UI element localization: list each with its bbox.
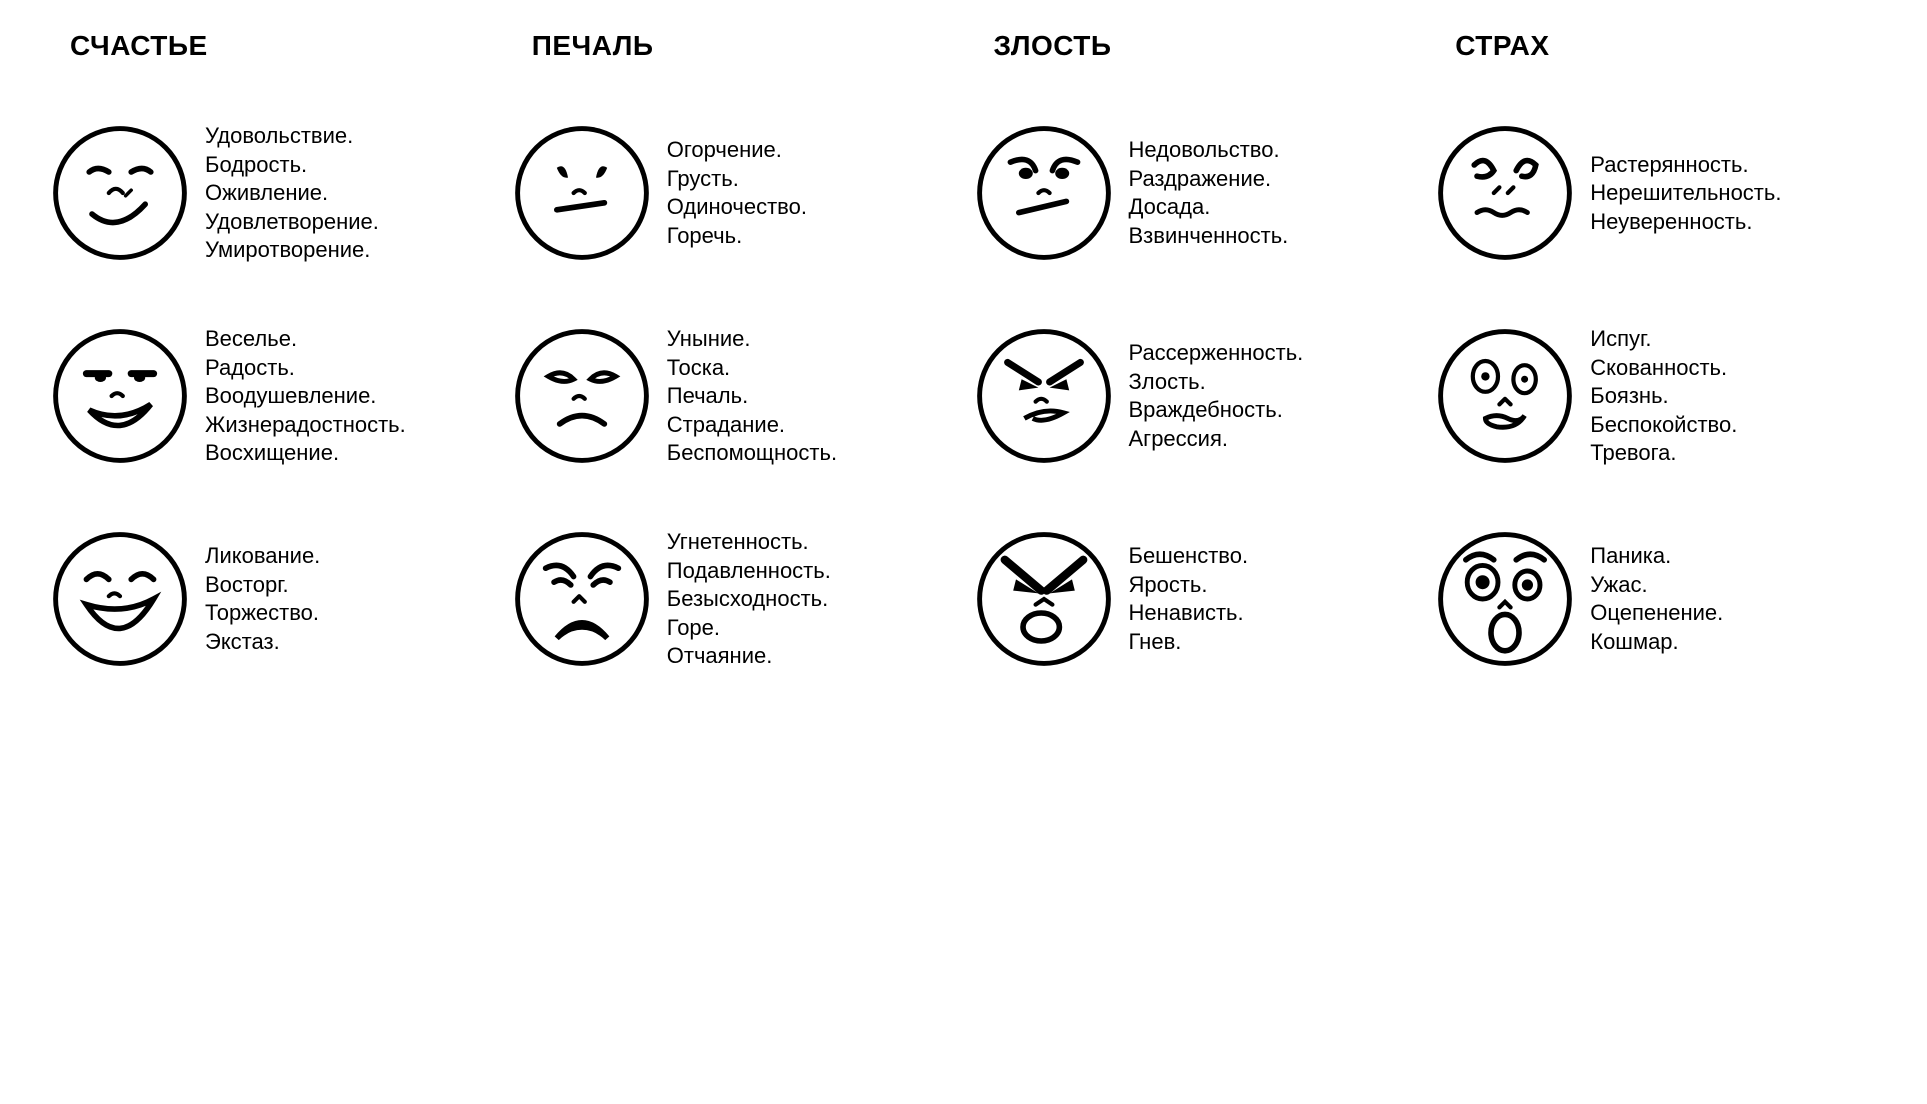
- cell-fear-1: Растерянность. Нерешительность. Неуверен…: [1435, 122, 1877, 265]
- words-happy-2: Веселье. Радость. Воодушевление. Жизнера…: [205, 325, 406, 468]
- header-happiness: СЧАСТЬЕ: [50, 30, 492, 62]
- face-fear-2-icon: [1435, 326, 1575, 466]
- words-fear-3: Паника. Ужас. Оцепенение. Кошмар.: [1590, 542, 1723, 656]
- face-fear-1-icon: [1435, 123, 1575, 263]
- emotion-grid: СЧАСТЬЕ ПЕЧАЛЬ ЗЛОСТЬ СТРАХ Удовольствие…: [50, 30, 1877, 671]
- words-angry-2: Рассерженность. Злость. Враждебность. Аг…: [1129, 339, 1304, 453]
- words-sad-3: Угнетенность. Подавленность. Безысходнос…: [667, 528, 831, 671]
- cell-angry-3: Бешенство. Ярость. Ненависть. Гнев.: [974, 528, 1416, 671]
- words-fear-1: Растерянность. Нерешительность. Неуверен…: [1590, 151, 1781, 237]
- face-happy-3-icon: [50, 529, 190, 669]
- face-sad-1-icon: [512, 123, 652, 263]
- cell-angry-1: Недовольство. Раздражение. Досада. Взвин…: [974, 122, 1416, 265]
- cell-angry-2: Рассерженность. Злость. Враждебность. Аг…: [974, 325, 1416, 468]
- cell-happy-2: Веселье. Радость. Воодушевление. Жизнера…: [50, 325, 492, 468]
- cell-fear-3: Паника. Ужас. Оцепенение. Кошмар.: [1435, 528, 1877, 671]
- cell-fear-2: Испуг. Скованность. Боязнь. Беспокойство…: [1435, 325, 1877, 468]
- words-happy-3: Ликование. Восторг. Торжество. Экстаз.: [205, 542, 320, 656]
- header-fear: СТРАХ: [1435, 30, 1877, 62]
- words-sad-1: Огорчение. Грусть. Одиночество. Горечь.: [667, 136, 807, 250]
- cell-sad-2: Уныние. Тоска. Печаль. Страдание. Беспом…: [512, 325, 954, 468]
- words-happy-1: Удовольствие. Бодрость. Оживление. Удовл…: [205, 122, 379, 265]
- face-happy-1-icon: [50, 123, 190, 263]
- cell-sad-3: Угнетенность. Подавленность. Безысходнос…: [512, 528, 954, 671]
- words-fear-2: Испуг. Скованность. Боязнь. Беспокойство…: [1590, 325, 1737, 468]
- header-sadness: ПЕЧАЛЬ: [512, 30, 954, 62]
- face-happy-2-icon: [50, 326, 190, 466]
- cell-sad-1: Огорчение. Грусть. Одиночество. Горечь.: [512, 122, 954, 265]
- words-sad-2: Уныние. Тоска. Печаль. Страдание. Беспом…: [667, 325, 837, 468]
- header-anger: ЗЛОСТЬ: [974, 30, 1416, 62]
- cell-happy-1: Удовольствие. Бодрость. Оживление. Удовл…: [50, 122, 492, 265]
- face-angry-3-icon: [974, 529, 1114, 669]
- face-fear-3-icon: [1435, 529, 1575, 669]
- face-angry-1-icon: [974, 123, 1114, 263]
- face-angry-2-icon: [974, 326, 1114, 466]
- face-sad-2-icon: [512, 326, 652, 466]
- words-angry-3: Бешенство. Ярость. Ненависть. Гнев.: [1129, 542, 1249, 656]
- words-angry-1: Недовольство. Раздражение. Досада. Взвин…: [1129, 136, 1289, 250]
- cell-happy-3: Ликование. Восторг. Торжество. Экстаз.: [50, 528, 492, 671]
- face-sad-3-icon: [512, 529, 652, 669]
